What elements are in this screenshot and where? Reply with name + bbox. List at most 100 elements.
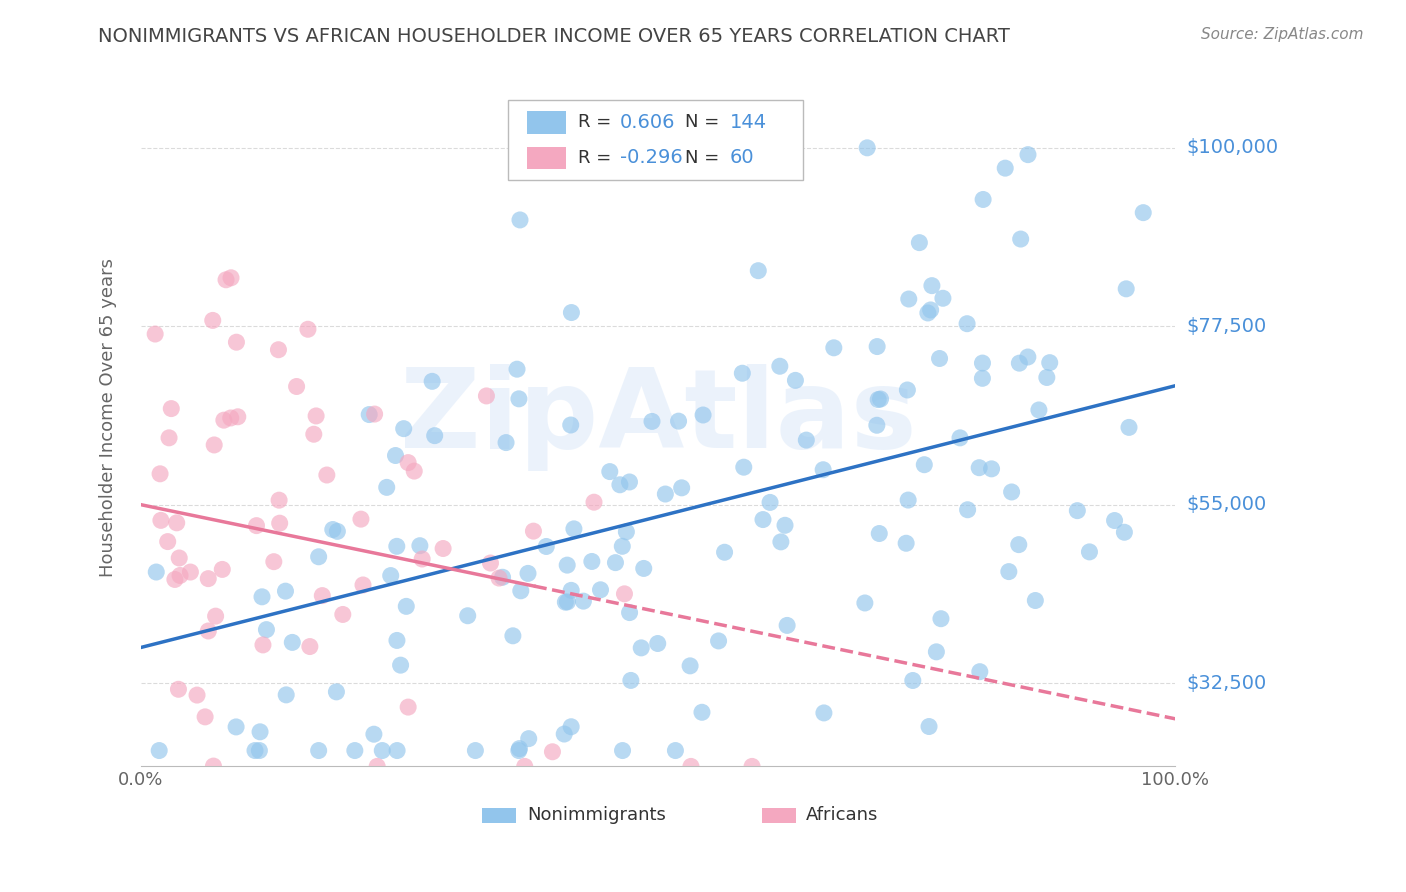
Point [311, 589, 333, 603]
Point [225, 720, 247, 734]
Point [404, 464, 426, 478]
Point [692, 408, 714, 422]
Point [250, 590, 273, 604]
Point [281, 635, 304, 649]
Point [560, 720, 582, 734]
Text: -0.296: -0.296 [620, 148, 682, 167]
Point [769, 534, 792, 549]
Point [285, 379, 308, 393]
Point [956, 317, 979, 331]
Point [560, 417, 582, 432]
Point [920, 302, 942, 317]
Point [1118, 420, 1140, 434]
Point [1066, 503, 1088, 517]
Point [1010, 232, 1032, 246]
Point [668, 414, 690, 428]
Point [1017, 147, 1039, 161]
Point [553, 727, 575, 741]
Text: N =: N = [685, 149, 725, 167]
Point [194, 710, 217, 724]
Point [897, 292, 920, 306]
Point [605, 556, 627, 570]
Point [994, 161, 1017, 176]
Point [1017, 350, 1039, 364]
Point [249, 724, 271, 739]
Point [167, 682, 190, 697]
Point [197, 624, 219, 638]
FancyBboxPatch shape [508, 100, 803, 180]
Point [589, 582, 612, 597]
Point [332, 607, 354, 622]
Point [759, 495, 782, 509]
Point [352, 578, 374, 592]
Point [149, 513, 172, 527]
Point [733, 460, 755, 475]
Point [457, 608, 479, 623]
FancyBboxPatch shape [527, 146, 567, 169]
Point [929, 612, 952, 626]
Point [359, 408, 381, 422]
Point [269, 493, 291, 508]
Point [972, 371, 994, 385]
Point [1039, 356, 1062, 370]
Point [298, 640, 321, 654]
Point [679, 759, 702, 773]
Point [555, 558, 578, 573]
Point [609, 477, 631, 491]
Text: $55,000: $55,000 [1187, 495, 1267, 514]
Point [868, 392, 890, 407]
Point [201, 313, 224, 327]
Text: R =: R = [578, 113, 617, 131]
Point [267, 343, 290, 357]
Point [572, 594, 595, 608]
Point [167, 551, 190, 566]
FancyBboxPatch shape [482, 807, 516, 823]
Point [972, 356, 994, 370]
Point [679, 658, 702, 673]
Point [509, 583, 531, 598]
Point [869, 392, 891, 406]
Point [143, 326, 166, 341]
Point [245, 518, 267, 533]
Point [641, 414, 664, 428]
Point [581, 554, 603, 568]
Point [395, 599, 418, 614]
Point [256, 623, 278, 637]
Point [901, 673, 924, 688]
Point [769, 359, 792, 374]
Point [305, 409, 328, 423]
Point [488, 571, 510, 585]
Point [917, 306, 939, 320]
Point [385, 633, 408, 648]
Point [868, 526, 890, 541]
Point [392, 422, 415, 436]
Point [536, 540, 558, 554]
Point [560, 583, 582, 598]
Point [1008, 356, 1031, 370]
Point [522, 524, 544, 538]
Point [247, 743, 270, 757]
Point [145, 565, 167, 579]
Point [148, 743, 170, 757]
Point [908, 235, 931, 250]
Point [380, 568, 402, 582]
Point [619, 606, 641, 620]
Point [1114, 525, 1136, 540]
Point [1078, 545, 1101, 559]
Text: Africans: Africans [806, 806, 879, 824]
Point [149, 467, 172, 481]
Point [160, 401, 183, 416]
Point [811, 463, 834, 477]
Point [612, 539, 634, 553]
Point [897, 493, 920, 508]
Point [156, 534, 179, 549]
Point [896, 383, 918, 397]
Point [363, 727, 385, 741]
Point [1132, 205, 1154, 219]
Point [1001, 485, 1024, 500]
Point [731, 366, 754, 380]
Point [1104, 514, 1126, 528]
Point [752, 512, 775, 526]
Point [169, 568, 191, 582]
Point [1024, 593, 1046, 607]
